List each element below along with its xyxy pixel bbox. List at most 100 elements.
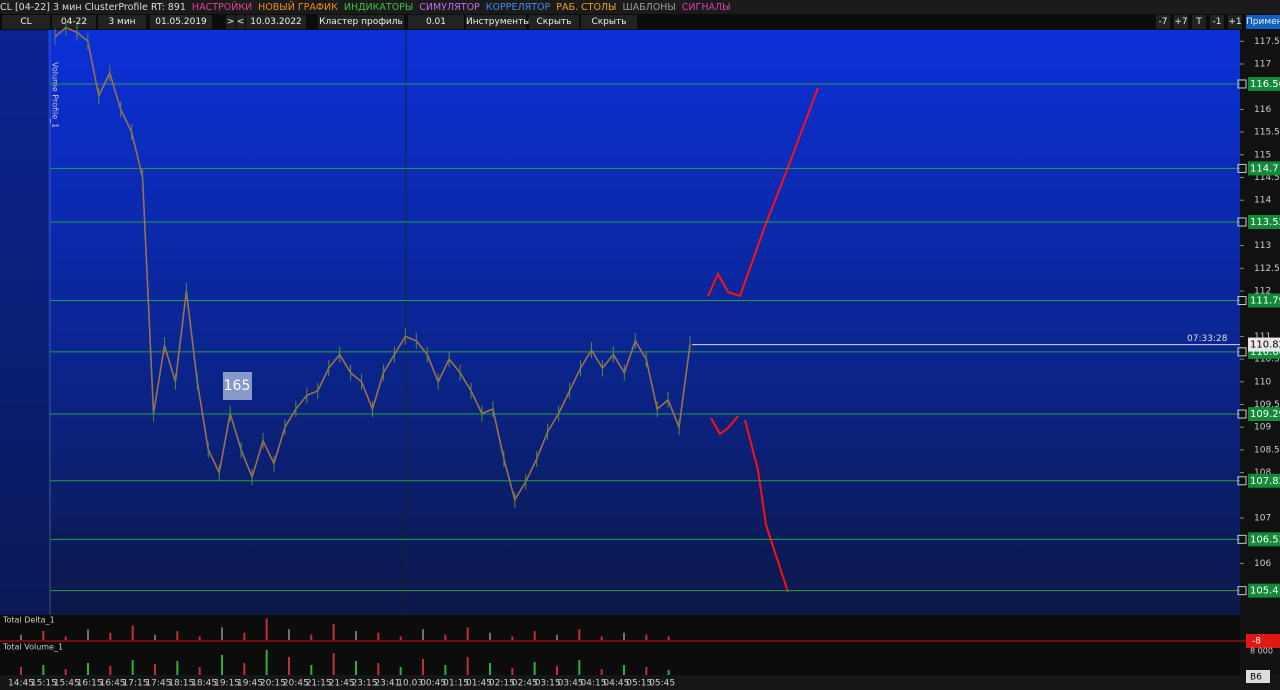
volume-bar [556, 666, 558, 675]
y-tick-label: 110 [1254, 377, 1271, 387]
apply-button[interactable]: Примен [1246, 15, 1280, 29]
lower-panels [0, 615, 1240, 675]
x-tick-label: 02:15 [489, 679, 515, 689]
date-from[interactable]: 01.05.2019 [150, 15, 212, 29]
button[interactable]: +7 [1174, 15, 1188, 29]
prev[interactable]: < [236, 15, 245, 29]
next[interactable]: > [226, 15, 235, 29]
x-tick-label: 04:45 [603, 679, 629, 689]
x-tick-label: 15:15 [31, 679, 57, 689]
symbol[interactable]: CL [2, 15, 50, 29]
volume-bar [667, 670, 670, 675]
level-label: 105.4 [1250, 586, 1279, 597]
contract[interactable]: 04-22 [52, 15, 96, 29]
volume-bar [422, 659, 424, 675]
menu-item[interactable]: СИМУЛЯТОР [419, 1, 480, 13]
date-to[interactable]: 10.03.2022 [246, 15, 306, 29]
x-tick-label: 20:15 [260, 679, 286, 689]
y-tick-label: 109 [1254, 423, 1271, 433]
delta-value: -8 [1252, 637, 1261, 647]
menu-item[interactable]: СИГНАЛЫ [681, 1, 731, 13]
level-tag [1248, 583, 1280, 598]
level-label: 106.53 [1250, 534, 1280, 545]
menu-item[interactable]: ШАБЛОНЫ [622, 1, 676, 13]
button[interactable]: -1 [1210, 15, 1224, 29]
delta-bar [243, 632, 246, 640]
delta-bar [556, 634, 558, 640]
volume-bar [176, 661, 179, 675]
template[interactable]: Кластер профиль [318, 15, 404, 29]
x-tick-label: 21:45 [329, 679, 355, 689]
delta-bar [64, 636, 67, 640]
level-close [1237, 409, 1247, 419]
level-close [1237, 79, 1247, 89]
level-close [1237, 217, 1247, 227]
delta-bar [466, 627, 469, 640]
volume-bar [645, 667, 648, 675]
panel-label: Total Volume_1 [2, 643, 63, 652]
volume-bar [355, 661, 357, 675]
y-tick-label: 106 [1254, 559, 1271, 569]
button[interactable]: +1 [1228, 15, 1242, 29]
level-label: 111.79 [1250, 296, 1280, 307]
button[interactable]: -7 [1156, 15, 1170, 29]
last-time: 07:33:28 [1187, 334, 1228, 344]
menu-item[interactable]: КОРРЕЛЯТОР [485, 1, 551, 13]
volume-bar [288, 657, 290, 675]
panel-label: Total Delta_1 [2, 616, 55, 625]
x-tick-label: 23:15 [352, 679, 378, 689]
volume-bar [600, 669, 603, 675]
level-close [1237, 296, 1247, 306]
y-tick-label: 110.5 [1254, 355, 1280, 365]
volume-tick: 8 000 [1250, 647, 1273, 656]
button[interactable]: Инструменты [466, 15, 531, 29]
level-tag [1248, 473, 1280, 488]
delta-bar [422, 629, 424, 640]
level-tag [1248, 293, 1280, 308]
volume-bar [154, 664, 156, 675]
level-close [1237, 586, 1247, 596]
volume-bar [533, 662, 536, 675]
volume-bar [623, 665, 625, 675]
x-tick-label: 20:45 [283, 679, 309, 689]
delta-bar [310, 634, 313, 640]
menu-item[interactable]: НАСТРОЙКИ [191, 1, 253, 13]
menu-item[interactable]: РАБ. СТОЛЫ [556, 1, 617, 13]
delta-bar [198, 636, 201, 640]
x-tick-label: 02:45 [512, 679, 538, 689]
x-tick-label: 00:45 [420, 679, 446, 689]
y-tick-label: 115.5 [1254, 128, 1280, 138]
x-tick-label: 18:45 [191, 679, 217, 689]
volume-bar [42, 665, 45, 675]
timeframe[interactable]: 3 мин [98, 15, 146, 29]
delta-bar [42, 631, 45, 640]
delta-bar [533, 631, 536, 640]
volume-profile [0, 30, 48, 615]
x-tick-label: 21:15 [306, 679, 332, 689]
delta-bar [131, 625, 134, 640]
x-tick-label: 03:15 [535, 679, 561, 689]
menu-item[interactable]: ИНДИКАТОРЫ [343, 1, 414, 13]
menu-item[interactable]: НОВЫЙ ГРАФИК [258, 1, 338, 13]
volume-bar [20, 667, 22, 675]
last-price-tag [1248, 337, 1280, 352]
delta-bar [377, 632, 380, 640]
x-tick-label: 15:45 [54, 679, 80, 689]
delta-bar [645, 634, 648, 640]
x-tick-label: 19:45 [237, 679, 263, 689]
volume-tag [1246, 670, 1270, 683]
delta-bar [154, 634, 156, 640]
step[interactable]: 0.01 [408, 15, 464, 29]
level-label: 107.82 [1250, 476, 1280, 487]
volume-bar [221, 655, 223, 675]
toolbar: CL 04-22 3 мин 01.05.2019 > < 10.03.2022… [0, 14, 1280, 41]
count-box [223, 372, 252, 400]
volume-bar [131, 660, 134, 675]
level-close [1237, 347, 1247, 357]
x-tick-label: 19:15 [214, 679, 240, 689]
delta-bar [600, 636, 603, 640]
delta-bar [109, 632, 112, 640]
y-tick-label: 115 [1254, 150, 1271, 160]
button[interactable]: T [1192, 15, 1206, 29]
